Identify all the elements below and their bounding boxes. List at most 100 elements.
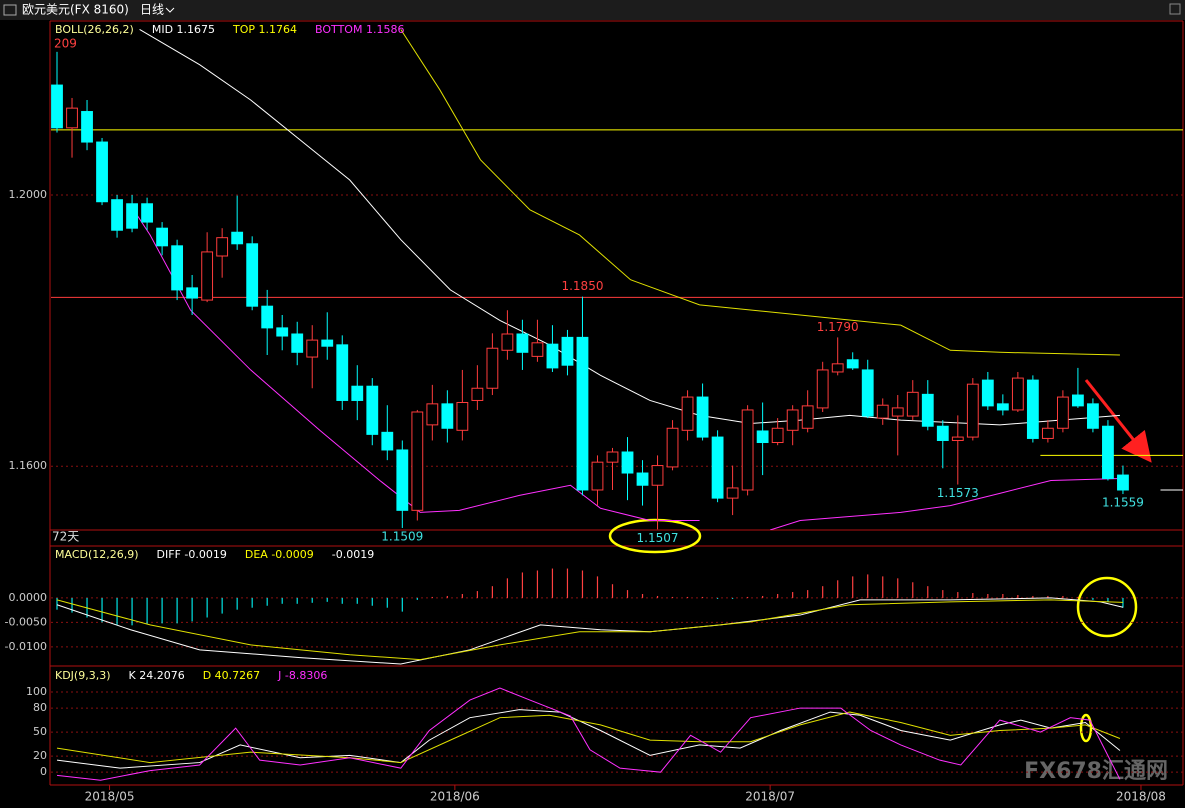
candle-body: [1041, 427, 1054, 439]
candle-body: [996, 403, 1009, 411]
candle-body: [1117, 474, 1129, 491]
candle-body: [486, 347, 499, 389]
candle-body: [1056, 396, 1069, 429]
plot-area: [56, 568, 1124, 665]
candle-body: [441, 403, 454, 429]
candle-body: [846, 359, 859, 369]
y-tick-label: 0: [40, 765, 47, 778]
candle-body: [546, 343, 559, 369]
candle-body: [321, 339, 334, 347]
candle-body: [381, 431, 394, 451]
candle-body: [126, 203, 138, 229]
candle-body: [726, 487, 739, 499]
candle-body: [396, 449, 409, 511]
plot-area: [56, 687, 1121, 781]
indicator-header: D 40.7267: [203, 669, 260, 682]
candle-body: [336, 344, 349, 401]
candle-body: [876, 404, 889, 419]
candle-body: [51, 84, 63, 129]
candle-body: [231, 231, 244, 245]
y-tick-label: 20: [33, 749, 47, 762]
candle-body: [561, 336, 574, 366]
x-tick-label: 2018/07: [745, 790, 795, 804]
candle-body: [351, 385, 364, 401]
y-tick-label: 1.2000: [9, 188, 48, 201]
indicator-line: [56, 711, 1121, 764]
candle-body: [921, 393, 934, 427]
indicator-header: -0.0019: [332, 548, 374, 561]
plot-area: [51, 29, 1183, 530]
candle-body: [591, 461, 604, 491]
x-tick-label: 2018/08: [1116, 790, 1166, 804]
candle-body: [96, 141, 108, 203]
candle-body: [936, 425, 949, 441]
candle-body: [456, 401, 469, 431]
candle-body: [471, 387, 484, 401]
dropdown-arrow[interactable]: [165, 7, 175, 13]
candle-body: [66, 107, 78, 129]
candle-body: [1102, 425, 1114, 479]
corner-label: 209: [54, 37, 77, 51]
candle-body: [171, 245, 184, 291]
indicator-header: BOLL(26,26,2): [55, 23, 134, 36]
price-annotation: 1.1507: [637, 531, 679, 545]
candle-body: [681, 396, 694, 431]
y-tick-label: 50: [33, 725, 47, 738]
menu-icon[interactable]: [3, 4, 17, 16]
candle-body: [711, 436, 724, 499]
y-tick-label: 100: [26, 685, 47, 698]
candle-body: [696, 396, 709, 438]
indicator-line: [56, 687, 1121, 781]
candle-body: [636, 472, 649, 486]
price-annotation: 1.1573: [937, 486, 979, 500]
highlight-circle: [1076, 576, 1138, 638]
candle-body: [951, 436, 964, 441]
candle-body: [831, 363, 844, 373]
candle-body: [531, 342, 544, 357]
candle-body: [621, 451, 634, 474]
candle-body: [651, 465, 664, 486]
candle-body: [786, 409, 799, 431]
candle-body: [501, 333, 514, 351]
symbol-name[interactable]: 欧元美元(FX 8160): [22, 3, 129, 17]
candle-body: [276, 327, 289, 337]
y-tick-label: 0.0000: [9, 591, 48, 604]
candle-body: [156, 227, 169, 247]
indicator-line: [769, 477, 1120, 530]
candle-body: [891, 407, 904, 417]
indicator-line: [56, 599, 1123, 661]
highlight-ellipse: [608, 518, 702, 554]
period-selector[interactable]: 日线: [140, 3, 164, 17]
price-annotation: 1.1559: [1102, 496, 1144, 510]
close-button[interactable]: [1169, 3, 1181, 15]
indicator-header: TOP 1.1764: [232, 23, 297, 36]
candle-body: [816, 369, 829, 409]
candle-body: [426, 403, 439, 426]
top-bar: [0, 0, 1185, 20]
candle-body: [111, 199, 123, 231]
y-tick-label: -0.0050: [5, 615, 47, 628]
indicator-line: [400, 29, 1120, 356]
candle-body: [1026, 379, 1039, 439]
candle-body: [861, 369, 874, 417]
candle-body: [966, 383, 979, 438]
candle-body: [1087, 403, 1099, 429]
indicator-header: KDJ(9,3,3): [55, 669, 111, 682]
candle-body: [246, 243, 259, 307]
candle-body: [291, 333, 304, 353]
candle-body: [411, 411, 424, 511]
candle-body: [1072, 394, 1084, 407]
candle-body: [366, 385, 379, 435]
price-annotation: 1.1509: [381, 529, 423, 543]
candle-body: [576, 336, 589, 491]
indicator-header: J -8.8306: [277, 669, 327, 682]
indicator-header: DIFF -0.0019: [157, 548, 227, 561]
candle-body: [756, 430, 769, 444]
indicator-line: [139, 29, 1120, 426]
candle-body: [141, 203, 153, 223]
price-annotation: 1.1790: [817, 320, 859, 334]
candle-body: [606, 451, 619, 463]
indicator-header: BOTTOM 1.1586: [315, 23, 404, 36]
